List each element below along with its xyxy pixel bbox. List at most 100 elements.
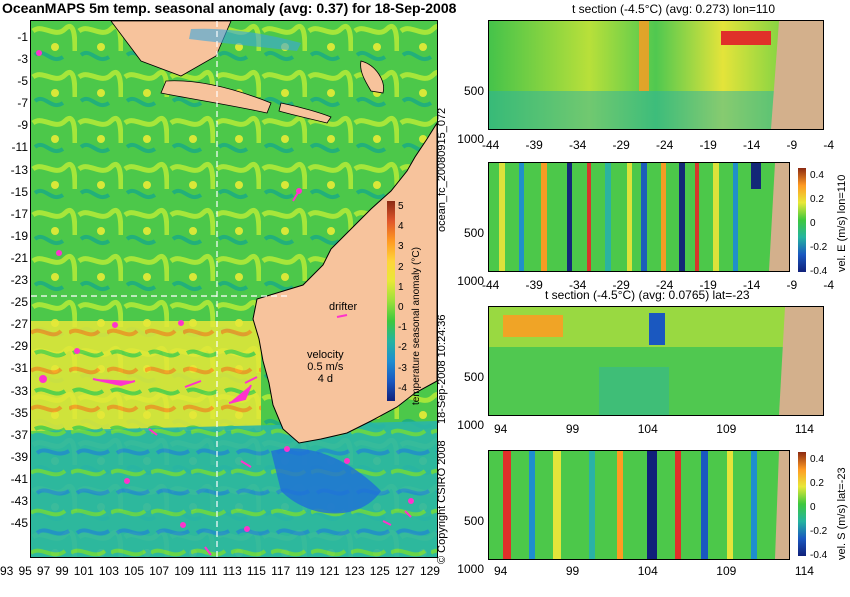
lon-label: 97: [36, 564, 51, 578]
x-tick: -34: [569, 138, 587, 152]
x-tick: -19: [699, 138, 717, 152]
lon-label: 121: [319, 564, 340, 578]
x-tick: 94: [494, 422, 508, 436]
velocity-time: 4 d: [317, 373, 333, 385]
panel-3-y-axis: 500 1000: [450, 349, 484, 453]
colorbar-tick: -0.2: [810, 526, 828, 537]
lon-label: 103: [98, 564, 119, 578]
lat-label: -9: [17, 118, 28, 133]
x-tick: -9: [786, 138, 798, 152]
x-tick: 104: [637, 422, 658, 436]
x-tick: -29: [612, 278, 630, 292]
lat-label: -19: [10, 228, 28, 243]
map-colorbar-tick: -4: [398, 382, 407, 394]
velocity-legend: velocity 0.5 m/s 4 d: [307, 349, 344, 385]
y-tick: 1000: [457, 274, 484, 288]
lon-label: 125: [369, 564, 390, 578]
x-tick: 109: [716, 564, 737, 578]
lat-label: -37: [10, 427, 28, 442]
panel-4-colorbar: [798, 452, 806, 556]
x-tick: -24: [656, 278, 674, 292]
panel-4-colorbar-label: vel. S (m/s) lat=-23: [836, 467, 848, 560]
colorbar-tick: -0.2: [810, 242, 828, 253]
x-tick: -44: [482, 138, 500, 152]
y-tick: 500: [463, 514, 484, 528]
timestamp-label: 18-Sep-2008 10:24:36: [436, 314, 448, 424]
panel-1-section[interactable]: [488, 20, 824, 130]
x-tick: -9: [786, 278, 798, 292]
x-tick: 99: [565, 564, 580, 578]
copyright-label: © Copyright CSIRO 2008: [436, 440, 448, 564]
map-colorbar-tick: -1: [398, 322, 407, 334]
map-colorbar-tick: 4: [398, 221, 404, 233]
colorbar-tick: 0: [810, 502, 816, 513]
map-colorbar-tick: -3: [398, 362, 407, 374]
panel-3-title: t section (-4.5°C) (avg: 0.0765) lat=-23: [545, 288, 750, 302]
colorbar-tick: 0: [810, 218, 816, 229]
x-tick: 109: [716, 422, 737, 436]
panel-4-velocity[interactable]: [488, 450, 790, 560]
x-tick: -44: [482, 278, 500, 292]
x-tick: -39: [525, 278, 543, 292]
lon-label: 105: [123, 564, 144, 578]
lat-label: -31: [10, 361, 28, 376]
ocean-map[interactable]: 5 4 3 2 1 0 -1 -2 -3 -4 temperature seas…: [30, 20, 438, 558]
panel-2-colorbar-ticks: 0.4 0.2 0 -0.2 -0.4: [810, 164, 827, 284]
y-tick: 500: [463, 370, 484, 384]
x-tick: 99: [565, 422, 580, 436]
lat-label: -7: [17, 96, 28, 111]
panel-3-x-axis: 94 99 104 109 114: [494, 422, 814, 436]
lat-label: -41: [10, 471, 28, 486]
lon-label: 113: [222, 564, 242, 578]
lat-label: -17: [10, 206, 28, 221]
panel-2-velocity[interactable]: [488, 162, 790, 272]
map-colorbar-tick: 3: [398, 241, 404, 253]
lat-label: -27: [10, 317, 28, 332]
panel-4-y-axis: 500 1000: [450, 493, 484, 597]
lon-label: 127: [394, 564, 415, 578]
lon-label: 129: [419, 564, 440, 578]
y-tick: 1000: [457, 132, 484, 146]
x-tick: -34: [569, 278, 587, 292]
colorbar-tick: 0.4: [810, 454, 824, 465]
panel-3-section[interactable]: [488, 306, 824, 416]
y-tick: 500: [463, 84, 484, 98]
panel-1-x-axis: -44 -39 -34 -29 -24 -19 -14 -9 -4: [482, 138, 834, 152]
lat-label: -23: [10, 273, 28, 288]
lat-label: -21: [10, 250, 28, 265]
x-tick: -14: [743, 278, 761, 292]
map-colorbar-label: temperature seasonal anomaly (°C): [411, 247, 422, 405]
lat-label: -13: [10, 162, 28, 177]
panel-1-y-axis: 500 1000: [450, 63, 484, 167]
x-tick: -4: [823, 278, 834, 292]
lon-label: 109: [174, 564, 195, 578]
colorbar-tick: 0.2: [810, 478, 824, 489]
lat-label: -43: [10, 493, 28, 508]
lat-label: -45: [10, 516, 28, 531]
y-tick: 1000: [457, 418, 484, 432]
lat-label: -33: [10, 383, 28, 398]
lon-label: 99: [55, 564, 69, 578]
map-colorbar: [387, 201, 395, 401]
lon-label: 117: [271, 564, 291, 578]
panel-2-colorbar: [798, 168, 806, 272]
x-tick: -24: [656, 138, 674, 152]
colorbar-tick: 0.4: [810, 170, 824, 181]
lat-label: -35: [10, 405, 28, 420]
panel-2-colorbar-label: vel. E (m/s) lon=110: [836, 174, 848, 272]
page-title: OceanMAPS 5m temp. seasonal anomaly (avg…: [2, 0, 457, 16]
panel-4-x-axis: 94 99 104 109 114: [494, 564, 814, 578]
panel-1-title: t section (-4.5°C) (avg: 0.273) lon=110: [572, 2, 776, 16]
colorbar-tick: 0.2: [810, 194, 824, 205]
x-tick: -14: [743, 138, 761, 152]
map-colorbar-tick: 0: [398, 302, 404, 314]
lon-label: 93: [0, 564, 14, 578]
lon-label: 95: [18, 564, 32, 578]
x-tick: -29: [612, 138, 630, 152]
lon-label: 115: [246, 564, 266, 578]
lon-label: 111: [199, 564, 218, 578]
lat-label: -29: [10, 339, 28, 354]
drifter-legend-label: drifter: [329, 301, 358, 313]
map-colorbar-tick: 1: [398, 281, 404, 293]
lat-label: -3: [17, 52, 28, 67]
